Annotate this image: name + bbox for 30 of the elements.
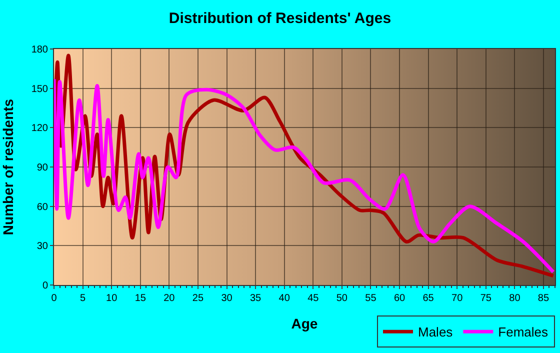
x-tick-label: 45: [308, 293, 320, 304]
x-tick-label: 65: [422, 293, 434, 304]
x-tick-label: 80: [509, 293, 521, 304]
x-tick-label: 0: [51, 293, 58, 304]
y-axis-title: Number of residents: [0, 98, 16, 236]
y-tick-label: 30: [36, 241, 48, 252]
legend-label: Males: [418, 324, 454, 340]
y-tick-label: 0: [42, 280, 48, 292]
x-tick-label: 15: [134, 293, 146, 304]
y-tick-label: 120: [31, 123, 48, 134]
x-tick-label: 40: [278, 293, 290, 304]
x-tick-label: 50: [336, 293, 348, 304]
x-tick-label: 55: [365, 293, 377, 304]
y-tick-label: 90: [36, 162, 48, 174]
y-tick-label: 60: [36, 202, 48, 213]
legend-label: Females: [498, 324, 549, 340]
x-tick-label: 35: [250, 293, 262, 304]
y-tick-label: 150: [31, 84, 48, 95]
x-tick-label: 30: [221, 293, 233, 304]
chart-title: Distribution of Residents' Ages: [168, 10, 392, 27]
x-tick-label: 5: [80, 293, 86, 304]
x-tick-label: 25: [192, 293, 204, 304]
y-tick-label: 180: [31, 44, 48, 56]
x-tick-label: 70: [452, 293, 464, 304]
x-tick-label: 75: [480, 293, 492, 304]
x-axis-title: Age: [291, 315, 318, 332]
x-tick-label: 20: [164, 293, 176, 304]
x-tick-label: 10: [106, 293, 118, 304]
x-tick-label: 85: [538, 293, 550, 304]
x-tick-label: 60: [394, 293, 406, 304]
